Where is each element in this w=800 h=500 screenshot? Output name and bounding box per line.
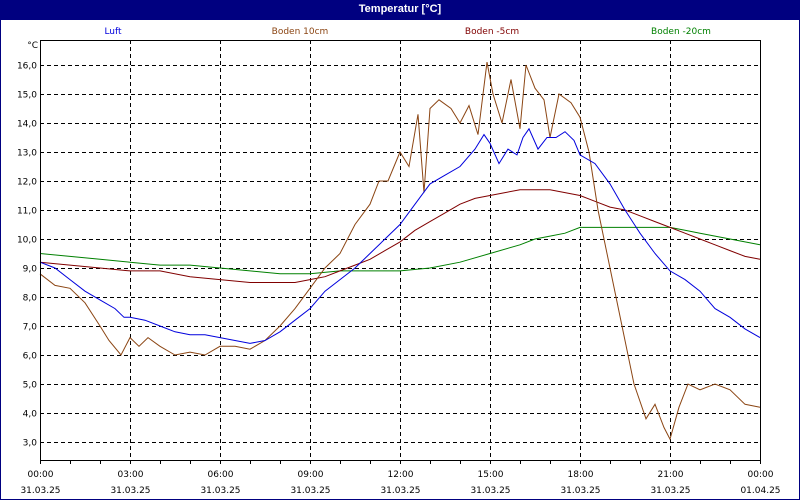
chart-title: Temperatur [°C] [0, 0, 800, 20]
y-axis-ticks: 16,0 15,0 14,0 13,0 12,0 11,0 10,0 9,0 8,0 7,0 6,0… [17, 62, 37, 449]
series-line-boden-20cm [39, 226, 761, 275]
y-tick-label: 16,0 [17, 62, 37, 72]
y-tick-label: 4,0 [23, 410, 38, 420]
x-tick-time: 06:00 [208, 470, 234, 480]
x-tick-date: 31.03.25 [380, 486, 420, 496]
y-tick-label: 12,0 [17, 178, 37, 188]
y-tick-label: 13,0 [17, 149, 37, 159]
series-line-boden-10cm [39, 62, 761, 441]
x-tick-date: 31.03.25 [110, 486, 150, 496]
legend-boden-5cm: Boden -5cm [465, 27, 519, 37]
x-tick-time: 15:00 [478, 470, 504, 480]
series-line-boden-5cm [39, 189, 761, 283]
y-tick-label: 10,0 [17, 236, 37, 246]
x-axis-ticks: 00:00 31.03.25 03:00 31.03.25 06:00 31.03.25 0… [20, 460, 781, 496]
x-tick-date: 31.03.25 [560, 486, 600, 496]
legend-luft: Luft [104, 27, 122, 37]
x-tick-time: 12:00 [388, 470, 414, 480]
x-tick-date: 01.04.25 [740, 486, 780, 496]
x-tick-time: 00:00 [748, 470, 774, 480]
legend: Luft Boden 10cm Boden -5cm Boden -20cm [104, 27, 711, 37]
y-tick-label: 14,0 [17, 120, 37, 130]
y-tick-label: 7,0 [23, 323, 38, 333]
y-tick-label: 8,0 [23, 294, 38, 304]
x-tick-date: 31.03.25 [200, 486, 240, 496]
x-tick-date: 31.03.25 [650, 486, 690, 496]
y-axis-unit: °C [27, 41, 38, 51]
x-tick-time: 18:00 [568, 470, 594, 480]
y-tick-label: 9,0 [23, 265, 38, 275]
legend-boden-20cm: Boden -20cm [651, 27, 711, 37]
y-tick-label: 11,0 [17, 207, 37, 217]
x-tick-time: 03:00 [118, 470, 144, 480]
y-tick-label: 6,0 [23, 352, 38, 362]
x-tick-date: 31.03.25 [20, 486, 60, 496]
x-tick-date: 31.03.25 [290, 486, 330, 496]
x-tick-date: 31.03.25 [470, 486, 510, 496]
x-tick-time: 09:00 [298, 470, 324, 480]
legend-boden-10cm: Boden 10cm [272, 27, 329, 37]
data-lines [39, 62, 761, 441]
y-tick-label: 5,0 [23, 381, 38, 391]
plot-frame [40, 40, 761, 461]
x-tick-time: 00:00 [28, 470, 54, 480]
series-line-luft [39, 127, 761, 344]
y-tick-label: 15,0 [17, 91, 37, 101]
x-tick-time: 21:00 [658, 470, 684, 480]
y-tick-label: 3,0 [23, 439, 38, 449]
